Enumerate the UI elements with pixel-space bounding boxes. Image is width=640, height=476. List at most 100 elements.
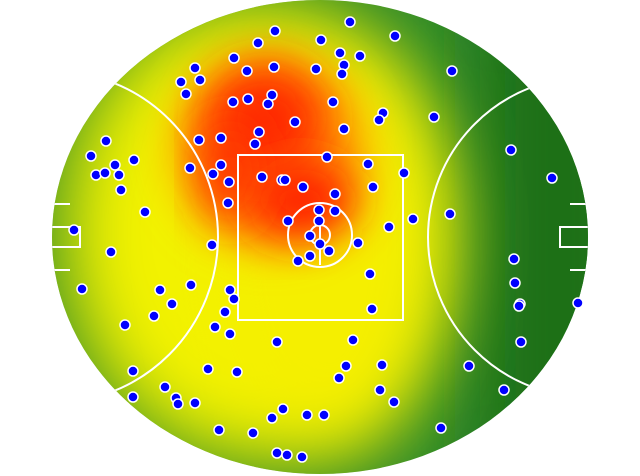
point: [509, 277, 521, 289]
point: [249, 138, 261, 150]
point: [289, 116, 301, 128]
point: [314, 238, 326, 250]
point: [292, 255, 304, 267]
point: [180, 88, 192, 100]
point: [228, 293, 240, 305]
point: [446, 65, 458, 77]
point: [119, 319, 131, 331]
point: [352, 237, 364, 249]
point: [362, 158, 374, 170]
point: [189, 397, 201, 409]
point: [228, 52, 240, 64]
point: [463, 360, 475, 372]
point: [109, 159, 121, 171]
point: [247, 427, 259, 439]
point: [206, 239, 218, 251]
point: [76, 283, 88, 295]
point: [546, 172, 558, 184]
point: [333, 372, 345, 384]
point: [268, 61, 280, 73]
point: [127, 365, 139, 377]
point: [329, 205, 341, 217]
point: [354, 50, 366, 62]
point: [193, 134, 205, 146]
point: [347, 334, 359, 346]
point: [338, 123, 350, 135]
point: [154, 284, 166, 296]
point: [513, 300, 525, 312]
point: [336, 68, 348, 80]
point: [296, 451, 308, 463]
point: [242, 93, 254, 105]
point: [172, 398, 184, 410]
point: [100, 135, 112, 147]
point: [148, 310, 160, 322]
point: [219, 306, 231, 318]
point: [253, 126, 265, 138]
point: [304, 250, 316, 262]
point: [321, 151, 333, 163]
point: [327, 96, 339, 108]
point: [262, 98, 274, 110]
point: [389, 30, 401, 42]
point: [224, 328, 236, 340]
point: [373, 114, 385, 126]
point: [366, 303, 378, 315]
point: [498, 384, 510, 396]
point: [310, 63, 322, 75]
point: [301, 409, 313, 421]
point: [202, 363, 214, 375]
point: [184, 162, 196, 174]
point: [215, 159, 227, 171]
point: [282, 215, 294, 227]
point: [329, 188, 341, 200]
point: [227, 96, 239, 108]
point: [388, 396, 400, 408]
point: [367, 181, 379, 193]
point: [113, 169, 125, 181]
point: [99, 167, 111, 179]
point: [374, 384, 386, 396]
point: [271, 336, 283, 348]
point: [277, 403, 289, 415]
point: [175, 76, 187, 88]
point: [159, 381, 171, 393]
point: [315, 34, 327, 46]
point: [279, 174, 291, 186]
point: [105, 246, 117, 258]
point: [508, 253, 520, 265]
point: [313, 204, 325, 216]
point: [297, 181, 309, 193]
point: [304, 230, 316, 242]
point: [313, 215, 325, 227]
point: [428, 111, 440, 123]
point: [207, 168, 219, 180]
point: [435, 422, 447, 434]
point: [215, 132, 227, 144]
point: [344, 16, 356, 28]
point: [209, 321, 221, 333]
point: [127, 391, 139, 403]
point: [85, 150, 97, 162]
point: [185, 279, 197, 291]
point: [398, 167, 410, 179]
point: [252, 37, 264, 49]
point: [213, 424, 225, 436]
point: [231, 366, 243, 378]
point: [189, 62, 201, 74]
point: [572, 297, 584, 309]
point: [115, 184, 127, 196]
point: [383, 221, 395, 233]
point: [194, 74, 206, 86]
point: [271, 447, 283, 459]
point: [340, 360, 352, 372]
point: [407, 213, 419, 225]
point: [223, 176, 235, 188]
point: [334, 47, 346, 59]
point: [266, 412, 278, 424]
point: [323, 245, 335, 257]
point: [364, 268, 376, 280]
point: [444, 208, 456, 220]
point: [166, 298, 178, 310]
